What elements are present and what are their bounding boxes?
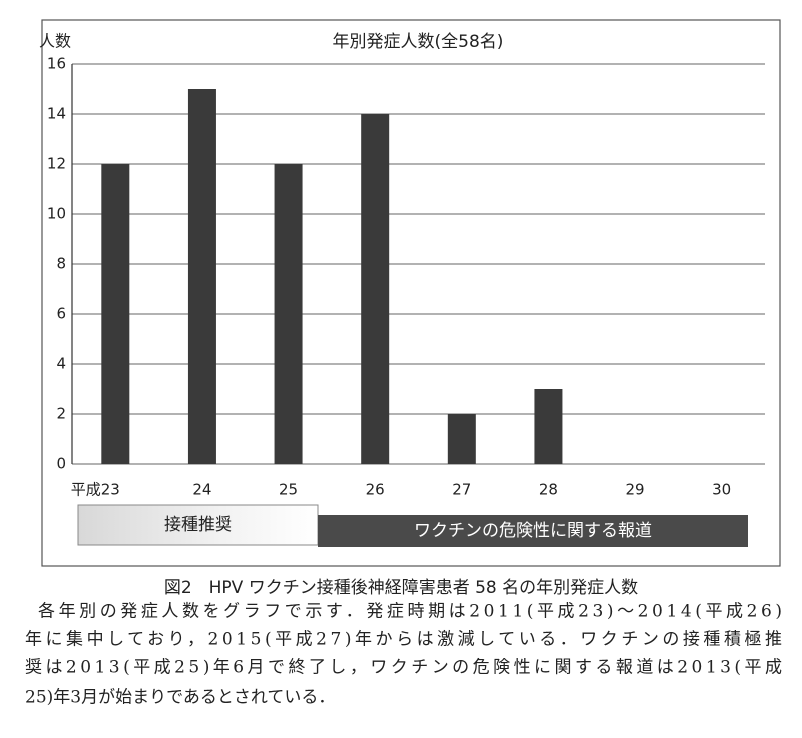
y-tick-label: 2 [56,405,66,423]
x-tick-label: 26 [366,481,385,499]
report-band [318,515,748,547]
y-tick-label: 12 [47,155,66,173]
x-tick-label: 28 [539,481,558,499]
bar [447,414,476,464]
x-tick-label: 29 [626,481,645,499]
band-label: ワクチンの危険性に関する報道 [414,521,652,541]
bar [187,89,216,464]
y-tick-label: 6 [56,305,66,323]
figure-caption: 図2 HPV ワクチン接種後神経障害患者 58 名の年別発症人数 [164,578,638,598]
x-tick-label: 平成23 [71,481,120,499]
body-line: 年に集中しており，2015(平成27)年からは激減している．ワクチンの接種積極推 [25,630,782,650]
body-line: 奨は2013(平成25)年6月で終了し，ワクチンの危険性に関する報道は2013(… [25,658,782,678]
band-label: 接種推奨 [164,515,232,535]
recommendation-band [77,504,319,546]
bar [101,164,130,464]
chart-title: 年別発症人数(全58名) [333,32,504,52]
y-tick-label: 0 [56,455,66,473]
y-tick-label: 8 [56,255,66,273]
x-tick-label: 24 [192,481,211,499]
y-tick-label: 4 [56,355,66,373]
chart-frame [41,19,781,567]
x-tick-label: 25 [279,481,298,499]
bar [274,164,303,464]
x-tick-label: 27 [452,481,471,499]
x-tick-label: 30 [712,481,731,499]
body-line: 各年別の発症人数をグラフで示す．発症時期は2011(平成23)～2014(平成2… [38,602,782,622]
y-tick-label: 10 [47,205,66,223]
bar [534,389,563,464]
y-axis-label: 人数 [39,32,71,51]
body-line: 25)年3月が始まりであるとされている． [25,688,335,708]
y-tick-label: 14 [47,105,66,123]
y-tick-label: 16 [47,55,66,73]
bar [361,114,390,464]
